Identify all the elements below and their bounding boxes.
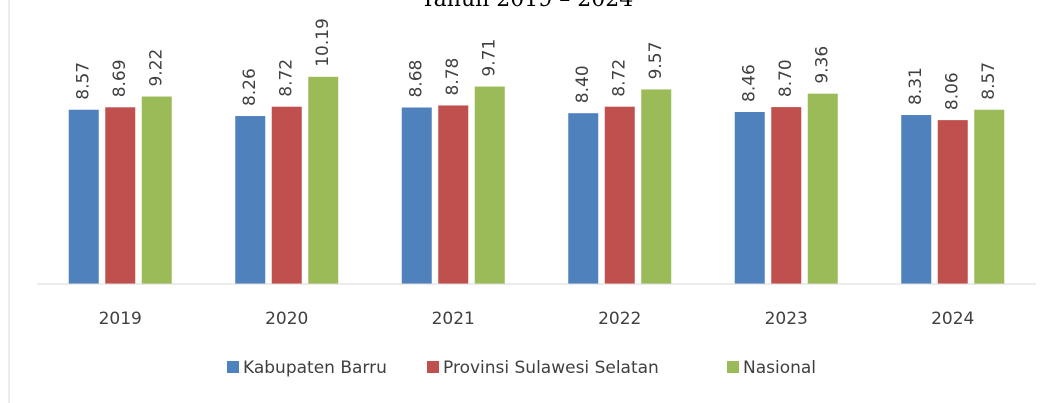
bar: [568, 113, 599, 284]
bar: [438, 105, 469, 285]
data-label: 8.31: [906, 67, 926, 105]
data-label: 8.06: [943, 72, 963, 110]
data-label: 8.70: [776, 59, 796, 97]
data-label: 8.57: [74, 62, 94, 100]
data-label: 8.72: [610, 59, 630, 97]
data-label: 9.71: [480, 39, 500, 77]
legend-label: Nasional: [743, 358, 816, 378]
legend-swatch: [427, 361, 439, 373]
bar: [901, 115, 932, 284]
bar: [401, 107, 432, 284]
bar: [141, 96, 172, 284]
bar: [68, 109, 99, 284]
bar: [974, 109, 1005, 284]
x-tick-label: 2024: [931, 309, 974, 329]
legend-label: Kabupaten Barru: [243, 358, 387, 378]
x-tick-label: 2020: [265, 309, 308, 329]
data-label: 8.40: [573, 65, 593, 103]
bar: [604, 106, 635, 285]
bar: [807, 93, 838, 285]
bar: [771, 107, 802, 284]
data-label: 9.57: [646, 42, 666, 80]
legend-swatch: [727, 361, 739, 373]
chart-title: Tahun 2019 – 2024: [421, 0, 634, 12]
data-label: 8.78: [443, 58, 463, 96]
x-tick-label: 2021: [432, 309, 475, 329]
bar: [641, 89, 672, 284]
data-label: 9.36: [813, 46, 833, 84]
data-label: 8.69: [110, 59, 130, 97]
legend-swatch: [227, 361, 239, 373]
legend-label: Provinsi Sulawesi Selatan: [443, 358, 659, 378]
x-tick-label: 2019: [99, 309, 142, 329]
x-tick-label: 2022: [598, 309, 641, 329]
bar: [474, 86, 505, 285]
data-label: 8.57: [979, 62, 999, 100]
data-label: 8.26: [240, 68, 260, 106]
data-label: 8.68: [407, 60, 427, 98]
bar: [271, 106, 302, 285]
bar: [734, 111, 765, 284]
data-label: 10.19: [313, 18, 333, 67]
bar: [235, 116, 266, 285]
data-label: 8.72: [277, 59, 297, 97]
bar: [308, 76, 339, 284]
bar: [937, 120, 968, 284]
data-label: 9.22: [147, 49, 167, 87]
x-tick-label: 2023: [765, 309, 808, 329]
data-label: 8.46: [740, 64, 760, 102]
bar: [105, 107, 136, 284]
